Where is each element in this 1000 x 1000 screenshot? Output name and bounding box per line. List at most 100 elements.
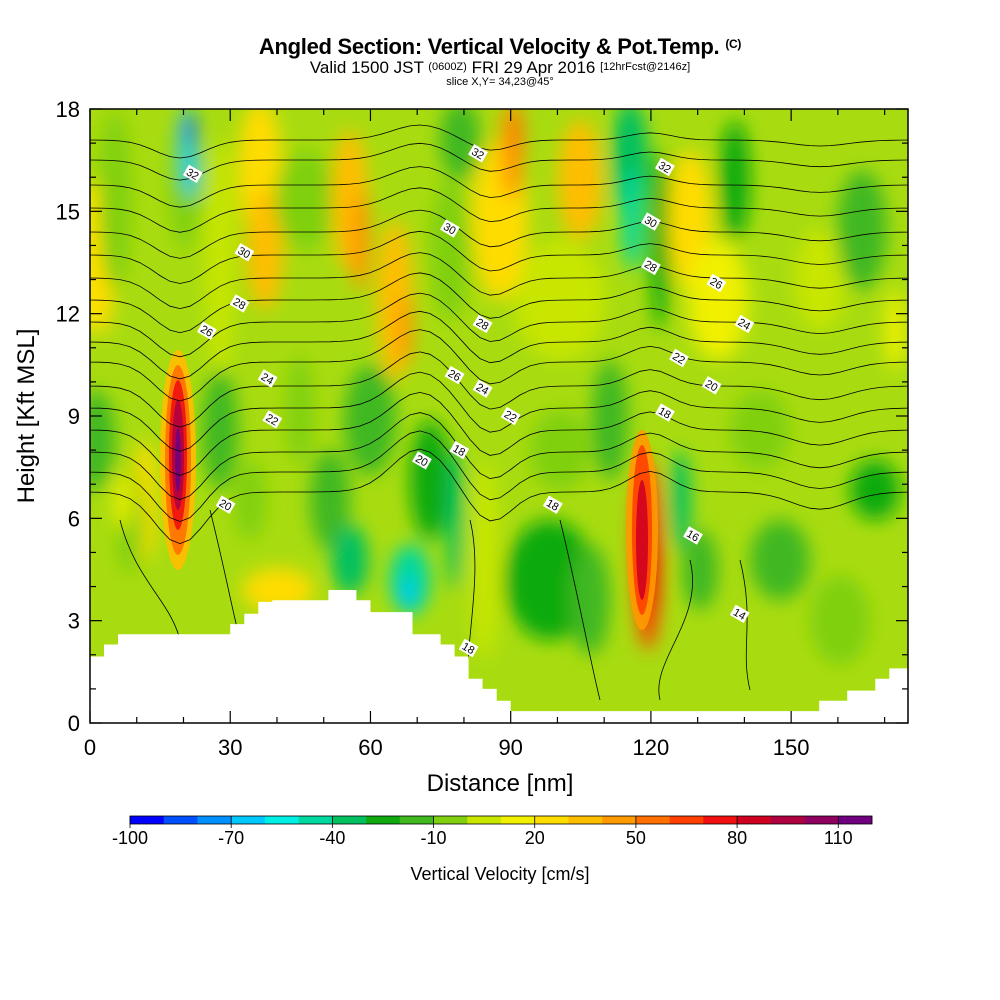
velocity-cell bbox=[670, 450, 690, 550]
contour-label: 18 bbox=[542, 495, 563, 514]
velocity-cell bbox=[837, 170, 887, 290]
velocity-cell bbox=[471, 460, 499, 660]
terrain bbox=[90, 590, 908, 723]
updraft-cores bbox=[160, 350, 658, 630]
theta-contour bbox=[90, 412, 908, 500]
y-tick-label: 3 bbox=[68, 609, 80, 634]
contour-label-text: 24 bbox=[259, 371, 276, 388]
colorbar-tick-label: 80 bbox=[727, 828, 747, 848]
velocity-cell bbox=[592, 360, 628, 480]
contour-label-text: 18 bbox=[460, 641, 477, 658]
velocity-cell bbox=[447, 450, 463, 590]
theta-contour bbox=[90, 310, 908, 380]
velocity-cell bbox=[440, 109, 480, 180]
y-tick-label: 9 bbox=[68, 404, 80, 429]
theta-contour bbox=[90, 430, 908, 522]
x-axis: 0 30 60 90 120 150 bbox=[84, 109, 886, 760]
theta-contour bbox=[90, 166, 908, 208]
contour-label: 16 bbox=[683, 526, 703, 545]
contour-label: 26 bbox=[706, 273, 727, 293]
contour-labels: 32 30 28 26 24 22 20 32 30 28 26 24 22 20 18 18 18 32 30 28… bbox=[182, 144, 755, 658]
colorbar-tick-label: -40 bbox=[319, 828, 345, 848]
theta-contour bbox=[90, 292, 908, 358]
contour-label-text: 26 bbox=[198, 323, 215, 340]
title-unit: (C) bbox=[725, 37, 742, 51]
colorbar-swatch bbox=[602, 816, 637, 824]
velocity-cell bbox=[750, 520, 810, 600]
contour-label-text: 18 bbox=[450, 443, 467, 460]
velocity-cell bbox=[682, 530, 718, 610]
velocity-cell bbox=[430, 180, 470, 320]
contour-label-text: 32 bbox=[469, 146, 486, 163]
velocity-cell bbox=[810, 575, 870, 665]
contour-label: 20 bbox=[701, 376, 722, 395]
contour-label: 26 bbox=[196, 321, 217, 340]
contour-label-text: 30 bbox=[235, 245, 252, 262]
velocity-cell bbox=[512, 109, 522, 155]
y-axis: 0 3 6 9 12 15 18 bbox=[56, 97, 908, 736]
colorbar-swatch bbox=[264, 816, 299, 824]
theta-contour bbox=[90, 252, 908, 310]
contour-label: 20 bbox=[411, 451, 432, 470]
velocity-cell bbox=[7, 120, 43, 200]
contour-label: 22 bbox=[500, 406, 521, 426]
colorbar-tick-label: -70 bbox=[218, 828, 244, 848]
colorbar-swatch bbox=[399, 816, 434, 824]
colorbar-tick-label: -100 bbox=[112, 828, 148, 848]
contour-label-text: 18 bbox=[544, 497, 561, 514]
theta-contour bbox=[90, 187, 908, 233]
contour-label-text: 20 bbox=[413, 453, 430, 470]
contour-label: 24 bbox=[257, 369, 278, 388]
y-tick-label: 0 bbox=[68, 711, 80, 736]
colorbar-swatch bbox=[770, 816, 805, 824]
x-tick-label: 0 bbox=[84, 735, 96, 760]
contour-label-text: 22 bbox=[670, 351, 687, 368]
updraft-core bbox=[636, 480, 648, 600]
velocity-cell bbox=[234, 460, 266, 540]
chart-title: Angled Section: Vertical Velocity & Pot.… bbox=[258, 34, 742, 59]
theta-contour bbox=[90, 209, 908, 259]
velocity-cell bbox=[42, 375, 78, 485]
x-tick-label: 30 bbox=[218, 735, 242, 760]
velocity-cell bbox=[350, 190, 370, 290]
x-tick-label: 60 bbox=[358, 735, 382, 760]
updraft-core bbox=[175, 428, 181, 492]
velocity-cell bbox=[558, 120, 602, 240]
contour-label: 24 bbox=[734, 314, 755, 334]
contour-label-text: 24 bbox=[736, 317, 753, 334]
y-axis-label: Height [Kft MSL] bbox=[13, 329, 40, 504]
colorbar-swatch bbox=[366, 816, 401, 824]
contour-label: 32 bbox=[182, 164, 203, 183]
velocity-cell bbox=[401, 578, 415, 606]
colorbar-swatch bbox=[332, 816, 367, 824]
contour-label-text: 20 bbox=[217, 497, 234, 514]
contour-label-text: 28 bbox=[474, 317, 491, 334]
colorbar-label: Vertical Velocity [cm/s] bbox=[410, 864, 590, 884]
velocity-cell bbox=[115, 470, 131, 530]
contour-label: 30 bbox=[234, 243, 255, 262]
colorbar-swatch bbox=[703, 816, 738, 824]
vertical-velocity-field bbox=[7, 109, 905, 665]
chart-subtitle: Valid 1500 JST (0600Z) FRI 29 Apr 2016 [… bbox=[0, 58, 1000, 78]
colorbar-swatch bbox=[737, 816, 772, 824]
theta-contour bbox=[90, 142, 908, 181]
velocity-cell bbox=[99, 110, 131, 290]
velocity-cell bbox=[795, 230, 845, 330]
forecast-info: [12hrFcst@2146z] bbox=[600, 61, 691, 73]
velocity-cell bbox=[530, 410, 590, 490]
colorbar-swatch bbox=[163, 816, 198, 824]
colorbar-swatch bbox=[838, 816, 873, 824]
contour-label-text: 14 bbox=[731, 606, 748, 623]
x-axis-label: Distance [nm] bbox=[427, 770, 574, 797]
theta-contours bbox=[90, 124, 908, 701]
contour-label: 24 bbox=[472, 379, 493, 398]
theta-contour bbox=[90, 351, 908, 428]
y-tick-label: 6 bbox=[68, 506, 80, 531]
velocity-cell bbox=[310, 450, 350, 550]
contour-label: 18 bbox=[654, 403, 675, 422]
x-tick-label: 120 bbox=[633, 735, 670, 760]
colorbar-swatch bbox=[534, 816, 569, 824]
contour-label-text: 16 bbox=[684, 528, 701, 545]
velocity-cell bbox=[90, 390, 115, 490]
theta-contour bbox=[559, 519, 601, 701]
